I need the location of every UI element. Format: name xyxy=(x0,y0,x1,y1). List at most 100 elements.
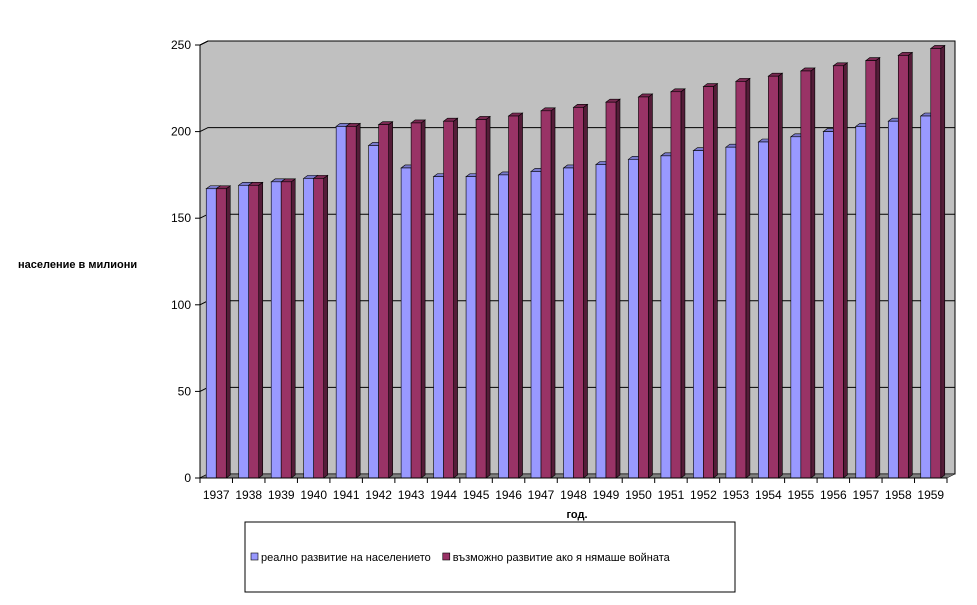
bar-front xyxy=(823,131,834,479)
bar-side xyxy=(843,62,848,479)
bar-side xyxy=(420,119,426,479)
bar xyxy=(475,115,491,479)
bar-front xyxy=(498,174,509,479)
bar-side xyxy=(810,67,816,479)
legend-label: реално развитие на населението xyxy=(261,552,431,564)
x-tick-label: 1950 xyxy=(625,488,652,502)
bar xyxy=(605,98,621,479)
bar-front xyxy=(703,86,714,479)
bar-front xyxy=(725,146,737,479)
bar-side xyxy=(907,51,913,479)
bar-front xyxy=(833,65,844,479)
y-tick-label: 200 xyxy=(171,125,191,139)
bar-side xyxy=(680,88,686,479)
bar-side xyxy=(518,112,523,479)
bar-side xyxy=(550,107,556,479)
bar xyxy=(897,51,914,479)
bar xyxy=(929,44,946,479)
bar xyxy=(442,117,459,479)
x-tick-label: 1951 xyxy=(658,488,685,502)
bar-front xyxy=(930,48,942,479)
bar-front xyxy=(855,126,867,479)
legend-label: възможно развитие ако я нямаше войната xyxy=(453,552,671,564)
x-tick-label: 1946 xyxy=(495,488,522,502)
bar-side xyxy=(875,56,881,479)
bar-front xyxy=(628,159,639,479)
y-tick-label: 150 xyxy=(171,211,191,225)
y-tick-label: 50 xyxy=(178,384,192,398)
bar-front xyxy=(660,155,672,479)
bar xyxy=(247,181,264,479)
bar-side xyxy=(225,185,231,479)
axes: 0 50 100 150 200 250 1937 1938 1939 1940 1941 1942 1… xyxy=(171,38,948,502)
x-tick-label: 1958 xyxy=(885,488,912,502)
bar-front xyxy=(670,91,682,479)
bar-front xyxy=(280,181,292,479)
bar-front xyxy=(508,115,519,479)
bar-front xyxy=(270,181,282,479)
bar-front xyxy=(378,124,389,479)
bar-side xyxy=(290,178,296,479)
bar-front xyxy=(735,81,747,479)
x-tick-label: 1937 xyxy=(203,488,230,502)
bar-side xyxy=(745,77,751,479)
bar-front xyxy=(530,171,542,479)
y-tick-label: 250 xyxy=(171,38,191,52)
bar-front xyxy=(638,96,649,479)
bar-side xyxy=(615,98,621,479)
bar-side xyxy=(940,44,946,479)
bar-front xyxy=(897,55,909,479)
x-tick-label: 1939 xyxy=(268,488,295,502)
bar xyxy=(377,121,394,479)
bar-front xyxy=(475,119,487,479)
bar-front xyxy=(368,145,379,479)
bar xyxy=(540,107,556,479)
bar xyxy=(767,72,784,479)
bar-side xyxy=(453,117,458,479)
x-tick-label: 1947 xyxy=(528,488,555,502)
x-tick-label: 1954 xyxy=(755,488,782,502)
bar-front xyxy=(693,150,704,479)
bar-front xyxy=(573,107,584,479)
bar xyxy=(280,178,297,479)
legend-swatch xyxy=(250,552,259,561)
bar-side xyxy=(388,121,393,479)
bar xyxy=(637,93,654,479)
x-tick-label: 1948 xyxy=(560,488,587,502)
bar-front xyxy=(790,136,802,479)
x-tick-label: 1944 xyxy=(430,488,457,502)
bar-side xyxy=(355,122,361,479)
x-tick-label: 1943 xyxy=(398,488,425,502)
bar xyxy=(799,67,816,479)
y-tick-label: 0 xyxy=(184,471,191,485)
x-tick-label: 1953 xyxy=(723,488,750,502)
bar-front xyxy=(605,101,617,479)
bar-front xyxy=(865,60,877,479)
x-tick-label: 1955 xyxy=(787,488,814,502)
x-axis-title: год. xyxy=(566,509,587,521)
bar-front xyxy=(205,188,217,479)
bar-front xyxy=(540,110,552,479)
bar-front xyxy=(335,126,347,479)
bar-front xyxy=(920,115,932,479)
bar-front xyxy=(465,176,477,479)
x-tick-label: 1957 xyxy=(852,488,879,502)
bar-front xyxy=(410,122,422,479)
bar xyxy=(215,185,232,479)
x-tick-label: 1938 xyxy=(235,488,262,502)
bar-front xyxy=(303,178,314,479)
x-tick-label: 1940 xyxy=(300,488,327,502)
bar-front xyxy=(345,126,357,479)
bar-side xyxy=(323,174,328,479)
bar xyxy=(507,112,524,479)
bar-front xyxy=(443,120,454,479)
bar-front xyxy=(758,141,769,479)
y-tick-label: 100 xyxy=(171,298,191,312)
bar xyxy=(832,62,849,479)
legend-swatch xyxy=(442,552,451,561)
bar xyxy=(734,77,751,479)
x-tick-label: 1952 xyxy=(690,488,717,502)
bar xyxy=(410,119,427,479)
